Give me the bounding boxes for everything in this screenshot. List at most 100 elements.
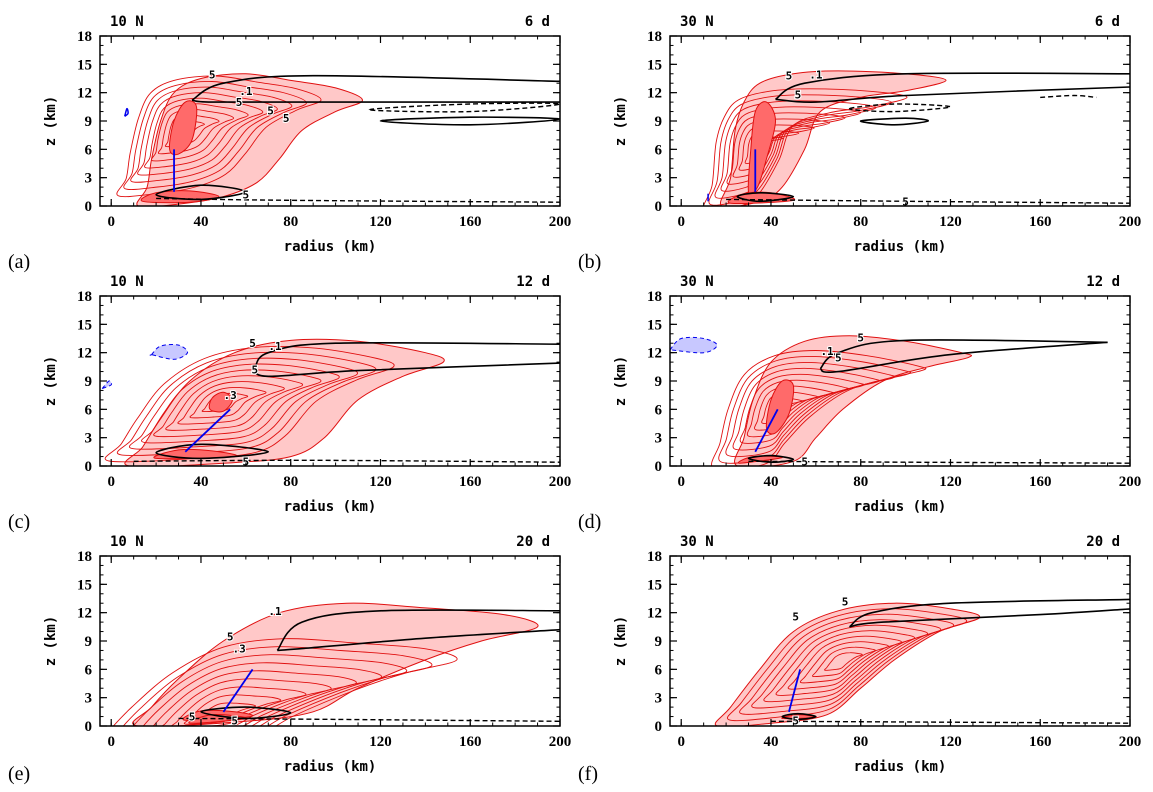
x-tick-label: 40 [763,474,778,490]
header-latitude: 10 N [110,14,144,30]
dashed-contour [133,459,560,463]
plot-area: 5 5 5 [714,594,1130,726]
header-day: 12 d [1086,274,1120,290]
slope-line [754,408,779,453]
black-contour [200,706,292,720]
x-tick-label: 160 [459,214,482,230]
contour-line [799,641,889,684]
x-tick-label: 120 [939,734,962,750]
black-contour [859,117,929,126]
x-tick-label: 200 [549,214,572,230]
contour-line [177,381,285,425]
contour-label: 5 [795,89,802,102]
x-tick-label: 40 [763,734,778,750]
y-tick-label: 12 [77,86,92,102]
contour-line [708,94,892,206]
core-region [765,379,795,435]
x-tick-label: 0 [677,734,685,750]
fill-region [132,602,539,726]
black-contour [191,99,560,104]
black-contour [276,609,560,651]
contour-line [123,81,307,190]
contour-line [714,100,877,199]
dashed-contour [368,102,560,113]
contour-line [725,361,896,458]
contour-line [711,350,927,466]
header-latitude: 30 N [680,534,714,550]
contour-line [775,630,915,696]
x-tick-label: 160 [1029,214,1052,230]
y-tick-label: 6 [655,142,663,158]
black-contour [155,443,270,460]
core-region [168,100,198,156]
contour-label: 5 [231,714,238,727]
plot-area: .15.35 5 [112,602,560,727]
x-tick-label: 200 [1119,474,1142,490]
dashed-contour [1040,94,1097,99]
contour-label: .1 [239,85,253,98]
contour-label: .1 [820,345,834,358]
contour-line [116,351,377,456]
x-tick-label: 160 [459,474,482,490]
slope-line [184,408,231,453]
x-axis-label: radius (km) [284,759,377,775]
contour-label: 5 [227,630,234,643]
black-contour [819,341,1108,373]
x-tick-label: 0 [677,214,685,230]
dashed-contour [748,460,1130,464]
y-tick-label: 9 [85,374,93,390]
contour-label: 5 [236,96,243,109]
y-tick-label: 6 [655,402,663,418]
panel-c: 5 .1 5 .3 5 0 40 80 120 160 200 0 3 6 9 12 15 18 radius (k… [8,274,571,533]
header-latitude: 30 N [680,14,714,30]
contour-label: 5 [243,189,250,202]
y-axis-label: z (km) [43,356,59,407]
black-contour [254,362,560,378]
y-tick-label: 6 [85,662,93,678]
header-day: 6 d [1095,14,1120,30]
x-axis-label: radius (km) [854,759,947,775]
black-contour [747,454,795,464]
x-tick-label: 120 [939,474,962,490]
black-contour [849,598,1130,628]
contour-label: 5 [842,595,849,608]
contour-line [703,88,908,206]
contour-line [161,678,332,726]
x-tick-label: 80 [283,214,298,230]
y-tick-label: 0 [85,199,93,215]
y-tick-label: 3 [655,431,663,447]
x-tick-label: 160 [1029,734,1052,750]
contour-line [116,75,322,198]
contour-label: .1 [268,340,282,353]
header-day: 20 d [516,534,550,550]
y-tick-label: 15 [647,57,662,73]
contour-line [739,373,865,444]
black-contour [736,191,795,203]
y-tick-label: 9 [655,114,663,130]
contour-label: .1 [268,605,282,618]
fill-region [719,70,947,206]
contour-label: 5 [243,455,250,468]
contour-line [732,367,881,451]
x-tick-label: 200 [1119,734,1142,750]
y-tick-label: 3 [85,691,93,707]
y-tick-label: 18 [647,289,662,305]
x-tick-label: 120 [369,474,392,490]
x-tick-label: 120 [369,214,392,230]
plot-area: 5 .1 5 .3 5 [100,336,560,468]
y-tick-label: 18 [647,29,662,45]
black-contour [155,184,247,201]
contour-label: .3 [224,389,237,402]
contour-label: 5 [209,69,216,82]
y-tick-label: 3 [85,431,93,447]
contour-line [720,106,862,192]
y-tick-label: 9 [655,374,663,390]
dashed-contour [178,717,560,722]
contour-line [718,355,912,464]
contour-label: 5 [786,70,793,83]
contour-label: 5 [189,711,196,724]
y-tick-label: 0 [655,459,663,475]
